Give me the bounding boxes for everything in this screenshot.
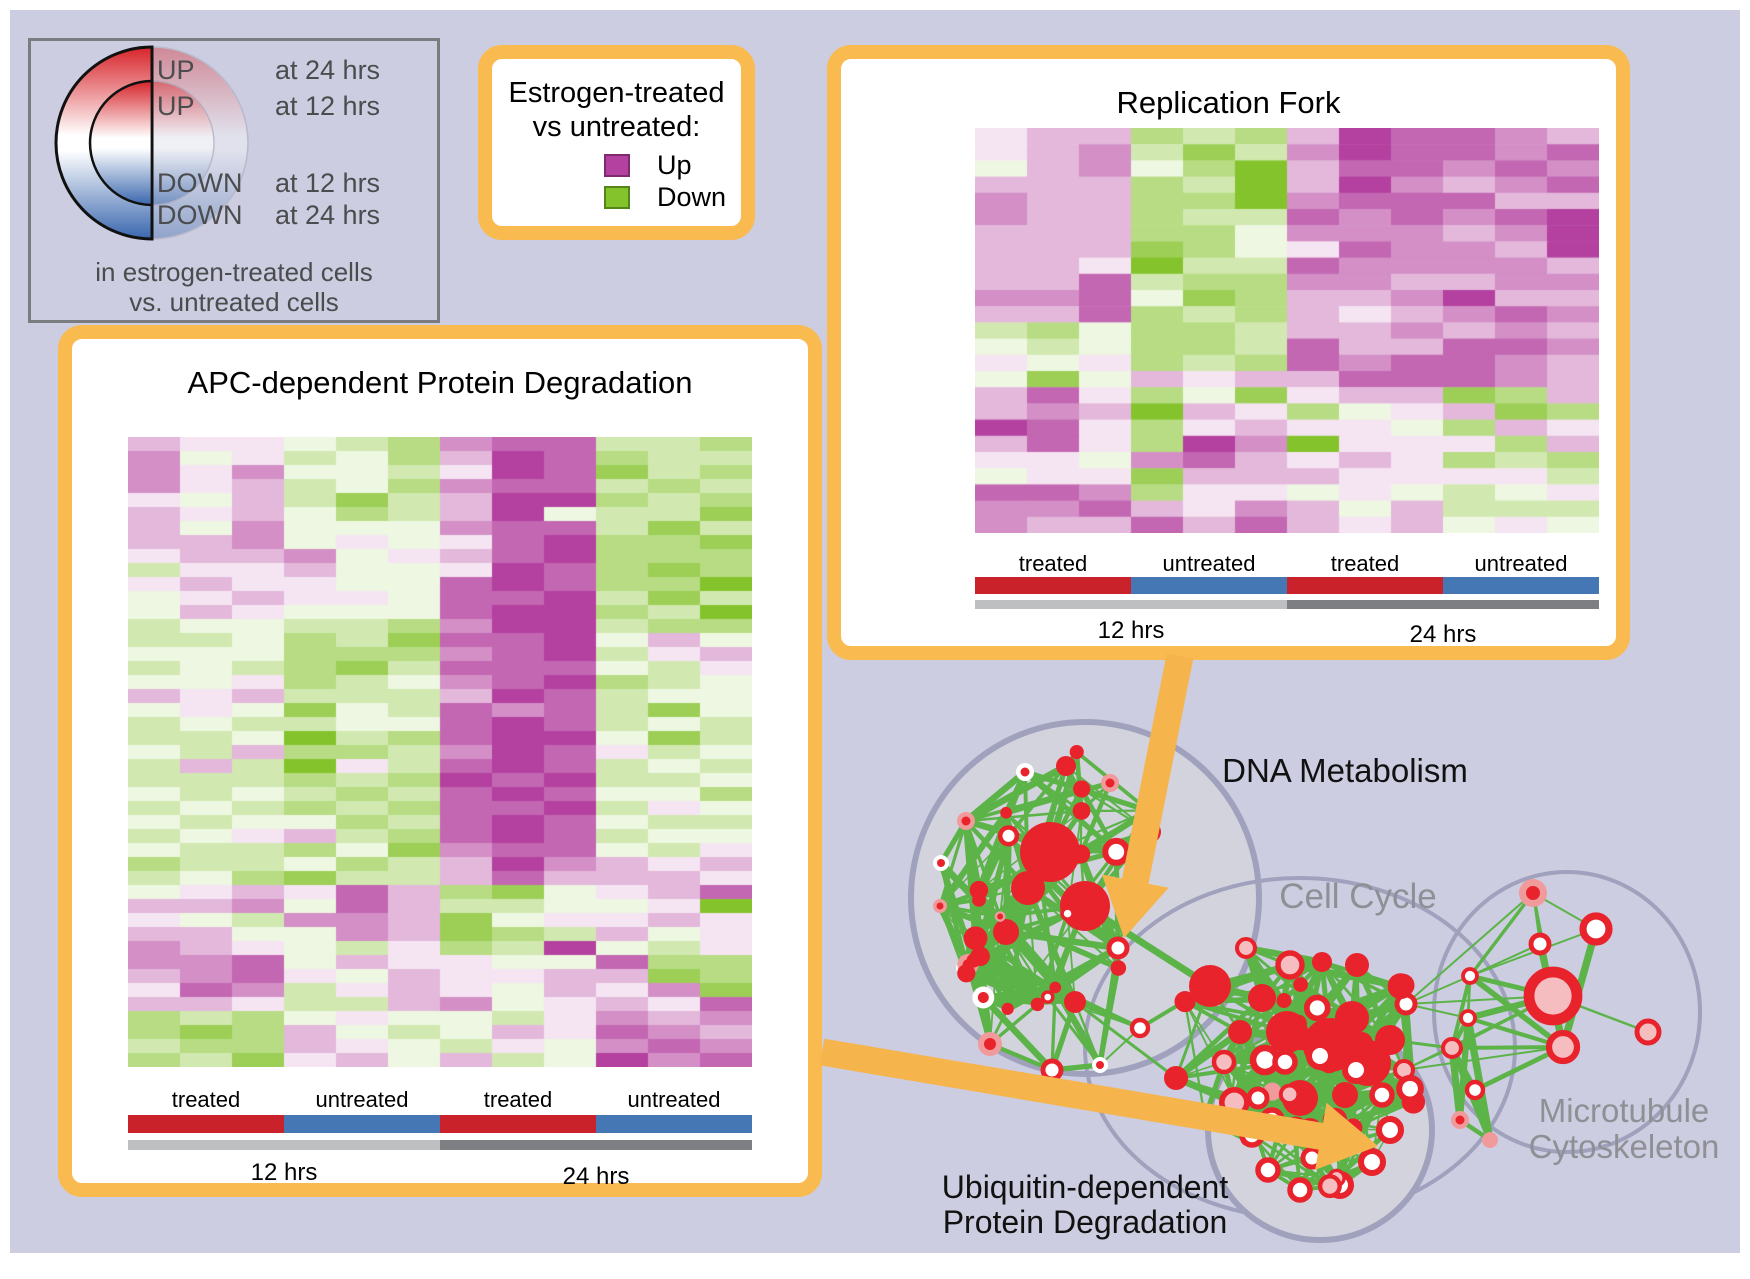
updown-circle-diagram (54, 45, 249, 241)
apc-untreated-bar-12 (284, 1115, 440, 1133)
apc-12hrs-bar (128, 1140, 440, 1150)
rf-treated-bar-24 (1287, 577, 1443, 594)
updown-legend-title-line2: vs untreated: (532, 111, 701, 143)
down-label: Down (657, 182, 727, 212)
inner-circle-solid-half (88, 79, 154, 207)
up-color-swatch (604, 154, 630, 177)
rf-24hrs-bar (1287, 600, 1599, 609)
legend-down-12-dir: DOWN (157, 168, 243, 198)
legend-up-24-time: at 24 hrs (275, 55, 381, 85)
rf-untreated-bar-12 (1131, 577, 1287, 594)
rf-heatmap (975, 128, 1599, 533)
legend-up-24-dir: UP (157, 55, 195, 85)
rf-group-label-3: treated (1330, 551, 1400, 576)
circle-scale-legend: UP at 24 hrs UP at 12 hrs DOWN at 12 hrs… (28, 38, 440, 323)
apc-treated-bar-12 (128, 1115, 284, 1133)
rf-treated-bar-12 (975, 577, 1131, 594)
legend-down-12-time: at 12 hrs (275, 168, 381, 198)
replication-fork-panel: Replication Fork treated untreated treat… (827, 45, 1630, 660)
apc-24hrs-bar (440, 1140, 752, 1150)
apc-heatmap (128, 437, 752, 1067)
up-label: Up (657, 150, 692, 180)
down-color-swatch (604, 186, 630, 209)
apc-12hrs-label: 12 hrs (250, 1159, 318, 1186)
apc-panel-title: APC-dependent Protein Degradation (187, 365, 693, 400)
legend-footer-line2: vs. untreated cells (129, 287, 339, 317)
rf-12hrs-label: 12 hrs (1097, 617, 1165, 644)
legend-down-24-time: at 24 hrs (275, 200, 381, 230)
rf-group-label-2: untreated (1162, 551, 1256, 576)
rf-untreated-bar-24 (1443, 577, 1599, 594)
apc-group-label-4: untreated (627, 1087, 721, 1112)
apc-group-label-3: treated (483, 1087, 553, 1112)
rf-group-label-4: untreated (1474, 551, 1568, 576)
legend-footer-line1: in estrogen-treated cells (95, 257, 373, 287)
apc-untreated-bar-24 (596, 1115, 752, 1133)
apc-heatmap-panel: APC-dependent Protein Degradation treate… (58, 325, 822, 1197)
legend-up-12-time: at 12 hrs (275, 91, 381, 121)
legend-up-12-dir: UP (157, 91, 195, 121)
estrogen-updown-legend: Estrogen-treated vs untreated: Up Down (478, 45, 755, 240)
updown-legend-title-line1: Estrogen-treated (508, 77, 725, 109)
apc-24hrs-label: 24 hrs (562, 1163, 630, 1190)
rf-12hrs-bar (975, 600, 1287, 609)
apc-group-label-1: treated (171, 1087, 241, 1112)
rf-24hrs-label: 24 hrs (1409, 621, 1477, 648)
rf-group-label-1: treated (1018, 551, 1088, 576)
rf-panel-title: Replication Fork (1116, 85, 1341, 120)
legend-down-24-dir: DOWN (157, 200, 243, 230)
apc-group-label-2: untreated (315, 1087, 409, 1112)
apc-treated-bar-24 (440, 1115, 596, 1133)
